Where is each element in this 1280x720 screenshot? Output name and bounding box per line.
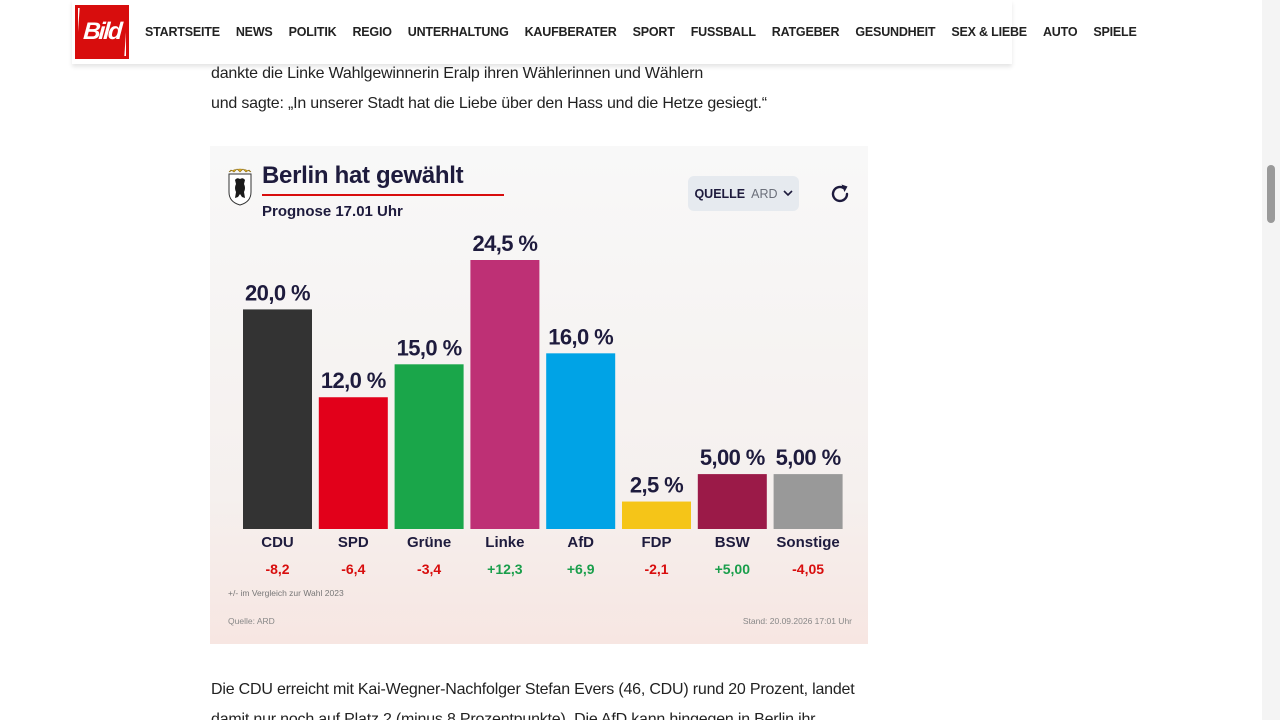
bar-value-label: 5,00 % — [700, 445, 765, 470]
bar-linke[interactable] — [470, 260, 540, 529]
scrollbar-thumb[interactable] — [1267, 165, 1275, 223]
bar-value-label: 2,5 % — [630, 473, 683, 498]
bar-value-label: 12,0 % — [321, 368, 386, 393]
article-paragraph-bottom: Die CDU erreicht mit Kai-Wegner-Nachfolg… — [211, 675, 871, 720]
nav-item-sex-liebe[interactable]: SEX & LIEBE — [951, 25, 1027, 39]
bild-logo[interactable]: Bild — [75, 5, 129, 59]
nav-item-gesundheit[interactable]: GESUNDHEIT — [855, 25, 936, 39]
nav-item-fussball[interactable]: FUSSBALL — [690, 25, 756, 39]
nav-item-spiele[interactable]: SPIELE — [1093, 25, 1137, 39]
category-label: AfD — [567, 534, 594, 551]
category-label: Grüne — [407, 534, 451, 551]
main-nav: STARTSEITE NEWS POLITIK REGIO UNTERHALTU… — [145, 25, 1153, 39]
change-label: +6,9 — [567, 561, 595, 577]
bar-value-label: 15,0 % — [397, 335, 462, 360]
nav-item-ratgeber[interactable]: RATGEBER — [771, 25, 840, 39]
bar-bsw[interactable] — [697, 474, 767, 529]
nav-item-startseite[interactable]: STARTSEITE — [145, 25, 220, 39]
change-label: +12,3 — [487, 561, 523, 577]
refresh-icon[interactable] — [828, 182, 852, 206]
article-line: Die CDU erreicht mit Kai-Wegner-Nachfolg… — [211, 681, 855, 698]
category-label: FDP — [642, 534, 672, 551]
nav-item-unterhaltung[interactable]: UNTERHALTUNG — [407, 25, 509, 39]
article-line: dankte die Linke Wahlgewinnerin Eralp ih… — [211, 65, 704, 82]
bar-grüne[interactable] — [394, 364, 464, 529]
bar-value-label: 5,00 % — [776, 445, 841, 470]
bar-value-label: 24,5 % — [472, 231, 537, 256]
bar-value-label: 20,0 % — [245, 280, 310, 305]
results-bar-chart: 20,0 % CDU -8,2 12,0 % SPD -6,4 15,0 % Grüne -3,… — [243, 231, 843, 577]
nav-item-politik[interactable]: POLITIK — [288, 25, 337, 39]
nav-item-regio[interactable]: REGIO — [352, 25, 392, 39]
article-line: und sagte: „In unserer Stadt hat die Lie… — [211, 95, 767, 112]
bar-cdu[interactable] — [243, 309, 312, 529]
comparison-footnote: +/- im Vergleich zur Wahl 2023 — [228, 588, 344, 598]
bar-afd[interactable] — [546, 353, 616, 529]
change-label: -6,4 — [341, 561, 365, 577]
berlin-bear-crest-icon — [228, 168, 252, 206]
title-underline — [262, 194, 504, 196]
category-label: CDU — [261, 534, 294, 551]
bar-value-label: 16,0 % — [548, 324, 613, 349]
nav-item-news[interactable]: NEWS — [235, 25, 273, 39]
election-widget: Berlin hat gewählt Prognose 17.01 Uhr QU… — [210, 146, 868, 644]
scrollbar[interactable] — [1262, 0, 1280, 720]
source-label: QUELLE — [694, 186, 746, 201]
article-paragraph-top: dankte die Linke Wahlgewinnerin Eralp ih… — [211, 59, 871, 119]
change-label: -3,4 — [417, 561, 441, 577]
bar-spd[interactable] — [318, 397, 388, 529]
change-label: -2,1 — [644, 561, 668, 577]
category-label: Linke — [485, 534, 524, 551]
bar-fdp[interactable] — [622, 501, 691, 529]
chevron-down-icon — [782, 190, 793, 197]
category-label: Sonstige — [776, 534, 839, 551]
category-label: SPD — [338, 534, 369, 551]
article-line: damit nur noch auf Platz 2 (minus 8 Proz… — [211, 711, 816, 720]
source-value: ARD — [751, 186, 778, 201]
site-header: Bild STARTSEITE NEWS POLITIK REGIO UNTER… — [72, 0, 1137, 64]
widget-subtitle: Prognose 17.01 Uhr — [262, 203, 403, 220]
stand-timestamp: Stand: 20.09.2026 17:01 Uhr — [742, 616, 852, 626]
widget-title: Berlin hat gewählt — [262, 162, 464, 189]
bild-logo-text: Bild — [76, 8, 128, 56]
change-label: -8,2 — [265, 561, 289, 577]
change-label: +5,00 — [715, 561, 751, 577]
change-label: -4,05 — [792, 561, 824, 577]
source-footer: Quelle: ARD — [228, 616, 275, 626]
nav-item-sport[interactable]: SPORT — [632, 25, 675, 39]
nav-item-kaufberater[interactable]: KAUFBERATER — [524, 25, 617, 39]
nav-item-auto[interactable]: AUTO — [1042, 25, 1078, 39]
bar-sonstige[interactable] — [773, 474, 843, 529]
source-dropdown[interactable]: QUELLE ARD — [688, 176, 799, 211]
category-label: BSW — [715, 534, 751, 551]
